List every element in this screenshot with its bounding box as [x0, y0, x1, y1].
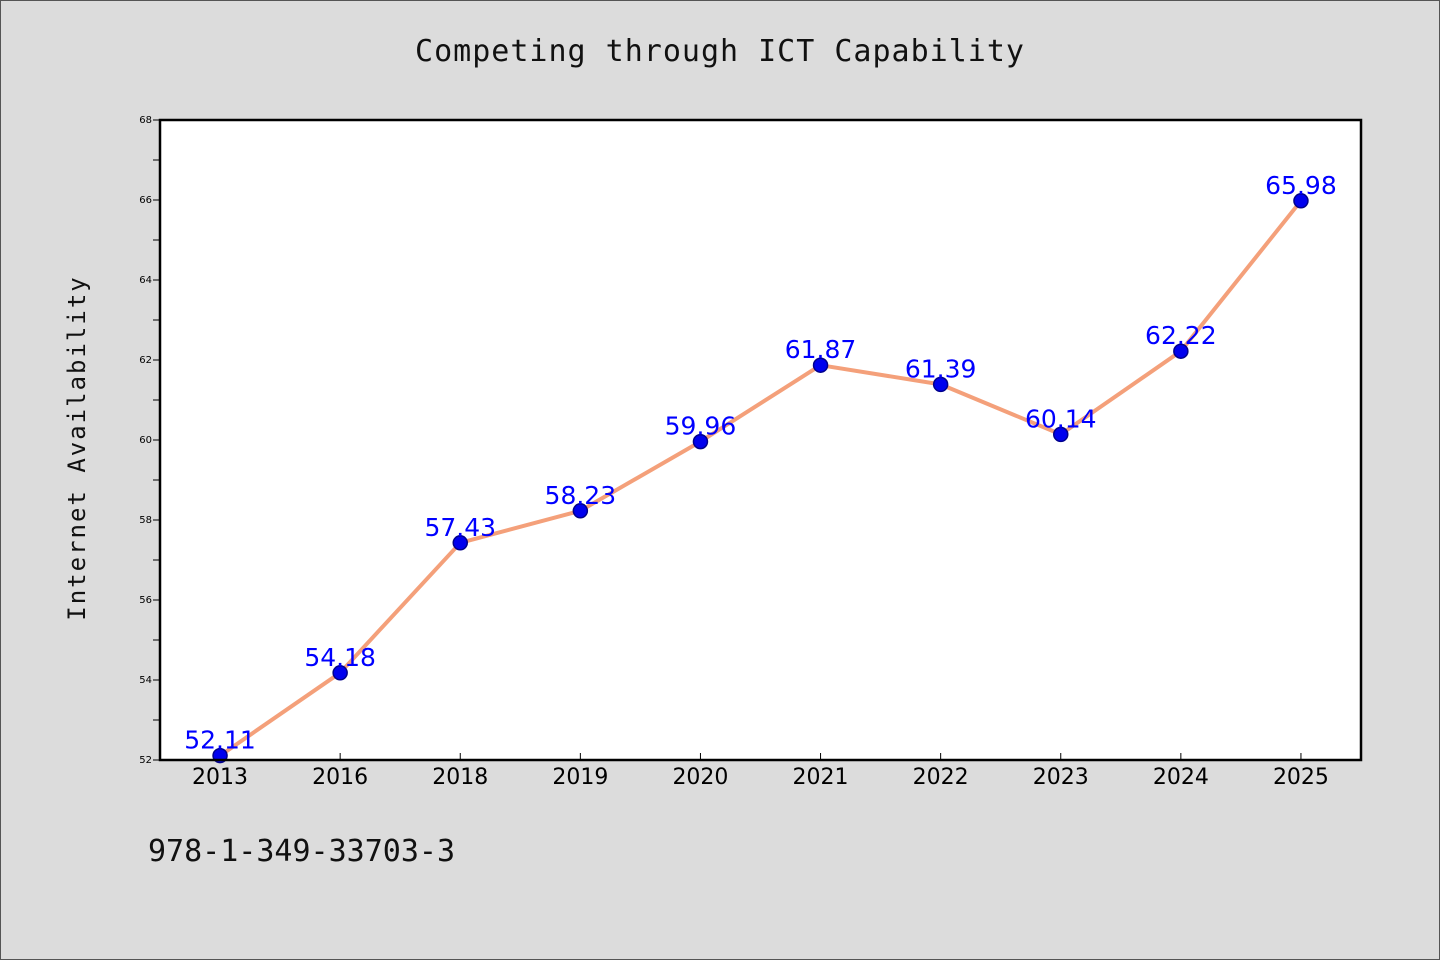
data-label: 61.87 [785, 335, 857, 364]
data-point [452, 535, 468, 551]
data-label: 52.11 [184, 726, 256, 755]
data-point [932, 376, 949, 393]
y-tick-label: 66 [139, 195, 152, 206]
data-label: 54.18 [304, 643, 376, 672]
x-tick-label: 2021 [793, 765, 849, 790]
y-tick-label: 52 [139, 755, 152, 766]
chart-title: Competing through ICT Capability [415, 34, 1025, 69]
x-tick-label: 2025 [1273, 765, 1329, 790]
data-label: 58.23 [545, 481, 617, 510]
data-point [1293, 193, 1309, 209]
x-tick-label: 2013 [192, 765, 248, 790]
y-tick-label: 60 [139, 435, 152, 446]
x-tick-label: 2022 [913, 765, 969, 790]
data-point [1173, 343, 1189, 359]
data-label: 61.39 [905, 354, 977, 383]
data-point [1053, 426, 1069, 443]
data-point [692, 433, 709, 450]
data-point [812, 357, 829, 373]
x-tick-label: 2018 [432, 765, 488, 790]
x-tick-label: 2020 [672, 765, 728, 790]
data-label: 60.14 [1025, 404, 1097, 433]
data-label: 57.43 [424, 513, 496, 542]
y-tick-label: 68 [139, 115, 152, 126]
isbn-text: 978-1-349-33703-3 [148, 834, 456, 869]
series-line [218, 198, 1303, 758]
x-tick-label: 2024 [1153, 765, 1209, 790]
x-tick-label: 2023 [1033, 765, 1089, 790]
y-axis-title: Internet Availability [63, 275, 91, 621]
data-label: 59.96 [665, 412, 737, 441]
data-point [332, 665, 348, 681]
x-tick-label: 2019 [552, 765, 608, 790]
y-tick-label: 62 [139, 355, 152, 366]
y-tick-label: 64 [139, 275, 152, 286]
data-label: 62.22 [1145, 321, 1217, 350]
x-tick-label: 2016 [312, 765, 368, 790]
y-tick-label: 54 [139, 675, 152, 686]
data-label: 65.98 [1265, 171, 1337, 200]
plot-border [158, 118, 1363, 762]
y-tick-label: 58 [139, 515, 152, 526]
data-point [572, 503, 589, 519]
y-tick-label: 56 [139, 595, 152, 606]
